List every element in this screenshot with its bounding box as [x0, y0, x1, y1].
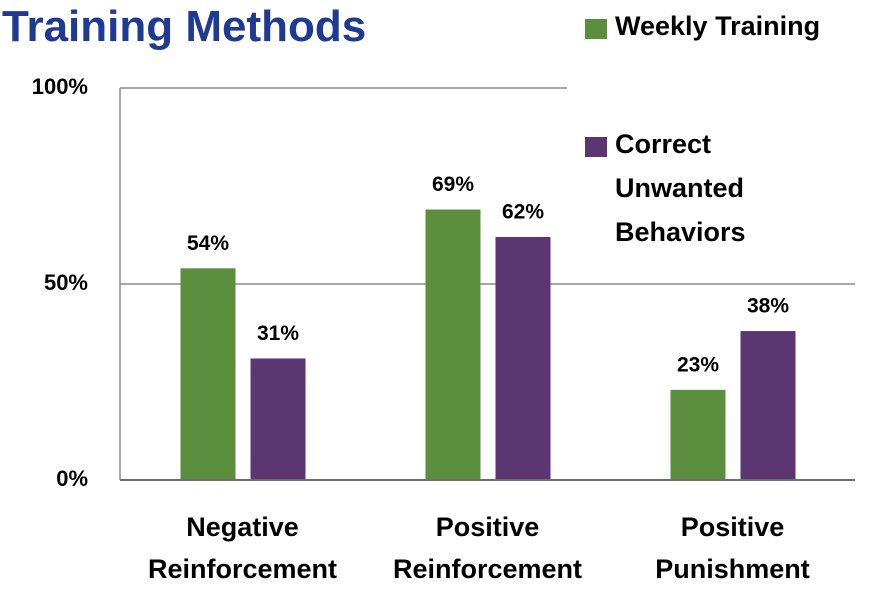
x-tick-label: Negative Reinforcement	[147, 512, 338, 584]
chart-title: Training Methods	[2, 2, 367, 51]
value-label: 31%	[257, 322, 299, 345]
y-tick-label: 100%	[32, 74, 88, 99]
value-label: 69%	[432, 173, 474, 196]
legend-item: Weekly Training	[585, 4, 871, 48]
value-label: 38%	[747, 295, 789, 318]
bar	[180, 268, 236, 480]
value-label: 62%	[502, 201, 544, 224]
legend: Weekly Training Correct Unwanted Behavior…	[567, 0, 871, 255]
y-tick-label: 0%	[56, 466, 88, 491]
legend-label: Weekly Training	[615, 11, 821, 41]
x-tick-label: Positive Reinforcement	[392, 512, 583, 584]
legend-item: Correct Unwanted Behaviors	[585, 122, 785, 254]
bar	[425, 209, 481, 480]
value-label: 23%	[677, 353, 719, 376]
legend-swatch	[585, 137, 607, 157]
bar	[740, 331, 796, 480]
legend-label: Correct Unwanted Behaviors	[615, 129, 746, 247]
bar	[495, 236, 551, 480]
y-tick-label: 50%	[44, 270, 88, 295]
bar	[250, 358, 306, 480]
bar	[670, 389, 726, 480]
value-label: 54%	[187, 232, 229, 255]
x-tick-label: Positive Punishment	[655, 512, 810, 584]
legend-swatch	[585, 19, 607, 39]
